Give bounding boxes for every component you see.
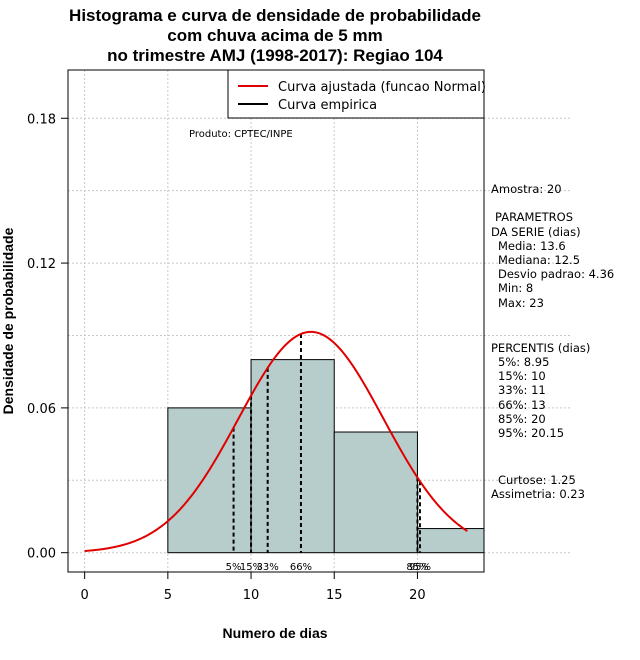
legend-label-fitted: Curva ajustada (funcao Normal) xyxy=(278,80,486,95)
percentile-labels: 5%15%33% 66% 85%95% xyxy=(226,562,431,573)
stats-line: Min: 8 xyxy=(498,281,533,295)
title-line-2: com chuva acima de 5 mm xyxy=(167,26,382,45)
title-line-1: Histograma e curva de densidade de proba… xyxy=(69,6,481,25)
stats-line: Media: 13.6 xyxy=(498,239,566,253)
x-tick-label: 0 xyxy=(80,588,88,603)
x-axis-title: Numero de dias xyxy=(222,625,327,641)
stats-line: Amostra: 20 xyxy=(491,182,562,196)
stats-line: Mediana: 12.5 xyxy=(498,253,580,267)
percentile-label: 66% xyxy=(290,562,312,573)
credit-text: Produto: CPTEC/INPE xyxy=(189,129,293,140)
percentile-label: 15% xyxy=(240,562,262,573)
title-line-3: no trimestre AMJ (1998-2017): Regiao 104 xyxy=(107,46,443,65)
stats-line: PARAMETROS xyxy=(495,210,573,224)
stats-line: 5%: 8.95 xyxy=(498,355,549,369)
histogram-bar xyxy=(333,431,418,554)
percentile-label: 85% xyxy=(406,562,428,573)
x-tick-label: 10 xyxy=(243,588,260,603)
x-axis: 0 5 10 15 20 xyxy=(80,572,426,603)
y-tick-label: 0.00 xyxy=(27,547,56,562)
x-tick-label: 5 xyxy=(164,588,172,603)
legend-label-empirical: Curva empirica xyxy=(278,98,377,113)
stats-panel: Amostra: 20 PARAMETROS DA SERIE (dias) M… xyxy=(491,182,614,501)
histogram-bar xyxy=(250,359,335,554)
legend-box xyxy=(227,69,485,119)
x-tick-label: 15 xyxy=(326,588,343,603)
y-tick-label: 0.12 xyxy=(27,257,56,272)
histogram-bar xyxy=(167,407,252,554)
y-axis-title: Densidade de probabilidade xyxy=(0,227,16,414)
normal-density-curve xyxy=(84,330,468,552)
histogram-bars xyxy=(167,359,485,554)
percentile-lines xyxy=(232,333,421,553)
y-tick-label: 0.06 xyxy=(27,402,56,417)
stats-line: DA SERIE (dias) xyxy=(491,225,581,239)
percentile-label: 95% xyxy=(409,562,431,573)
y-tick-label: 0.18 xyxy=(27,112,56,127)
stats-line: Max: 23 xyxy=(498,296,544,310)
x-tick-label: 20 xyxy=(409,588,426,603)
percentile-label: 5% xyxy=(226,562,242,573)
stats-line: Curtose: 1.25 xyxy=(498,473,576,487)
stats-line: 33%: 11 xyxy=(498,383,546,397)
stats-line: 15%: 10 xyxy=(498,369,546,383)
stats-line: Assimetria: 0.23 xyxy=(491,487,585,501)
percentile-label: 33% xyxy=(257,562,279,573)
stats-line: 95%: 20.15 xyxy=(498,426,564,440)
stats-line: PERCENTIS (dias) xyxy=(491,341,590,355)
stats-line: Desvio padrao: 4.36 xyxy=(498,267,614,281)
stats-line: 85%: 20 xyxy=(498,412,546,426)
legend: Curva ajustada (funcao Normal) Curva emp… xyxy=(227,69,486,119)
stats-line: 66%: 13 xyxy=(498,398,546,412)
chart-title: Histograma e curva de densidade de proba… xyxy=(69,6,481,65)
y-axis: 0.00 0.06 0.12 0.18 xyxy=(27,112,68,562)
histogram-bar xyxy=(416,528,485,554)
